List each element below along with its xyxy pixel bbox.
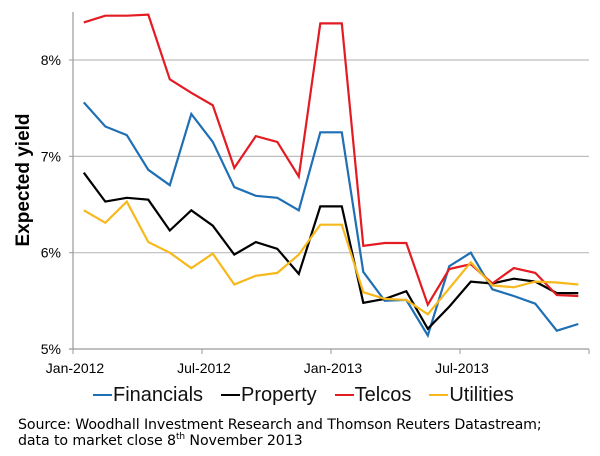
legend-item-property: Property — [221, 384, 317, 407]
source-line-2-prefix: data to market close 8 — [18, 433, 176, 449]
gridlines — [73, 59, 589, 254]
legend-label: Property — [241, 383, 317, 406]
series-line-telcos — [83, 13, 579, 308]
legend-swatch — [93, 394, 112, 396]
y-tick-label: 6% — [41, 245, 61, 261]
legend-label: Utilities — [449, 383, 514, 406]
y-tick-labels: 5% 6% 7% 8% — [41, 52, 61, 357]
legend-item-financials: Financials — [93, 384, 203, 407]
source-line-1: Source: Woodhall Investment Research and… — [18, 417, 542, 433]
source-line-2-suffix: November 2013 — [185, 433, 303, 449]
legend-label: Telcos — [354, 383, 412, 406]
legend-label: Financials — [113, 383, 204, 406]
legend-swatch — [221, 394, 241, 396]
series-lines — [82, 13, 579, 339]
x-tick-labels: Jan-2012 Jul-2012 Jan-2013 Jul-2013 — [46, 360, 489, 376]
x-tick-label: Jul-2012 — [177, 360, 231, 376]
x-tick-label: Jan-2012 — [46, 360, 105, 376]
x-tick-label: Jan-2013 — [304, 360, 363, 376]
legend-item-utilities: Utilities — [429, 383, 514, 407]
y-axis-label: Expected yield — [13, 113, 34, 246]
y-tick-label: 8% — [41, 52, 61, 68]
legend: Financials Property Telcos Utilities — [93, 382, 532, 408]
legend-swatch — [334, 394, 354, 396]
series-line-property — [82, 172, 579, 331]
source-note: Source: Woodhall Investment Research and… — [18, 417, 598, 449]
axes — [69, 12, 590, 354]
line-chart: 5% 6% 7% 8% Jan-2012 Jul-2012 Jan-2013 Jul-201… — [13, 12, 590, 376]
legend-swatch — [429, 394, 449, 396]
source-line-2-superscript: th — [175, 432, 186, 442]
legend-item-telcos: Telcos — [334, 383, 412, 407]
series-line-utilities — [83, 199, 579, 316]
x-tick-label: Jul-2013 — [435, 360, 489, 376]
series-line-financials — [82, 101, 579, 339]
y-tick-label: 7% — [41, 148, 61, 164]
y-tick-label: 5% — [41, 341, 61, 357]
source-line-2: data to market close 8th November 2013 — [18, 432, 598, 450]
